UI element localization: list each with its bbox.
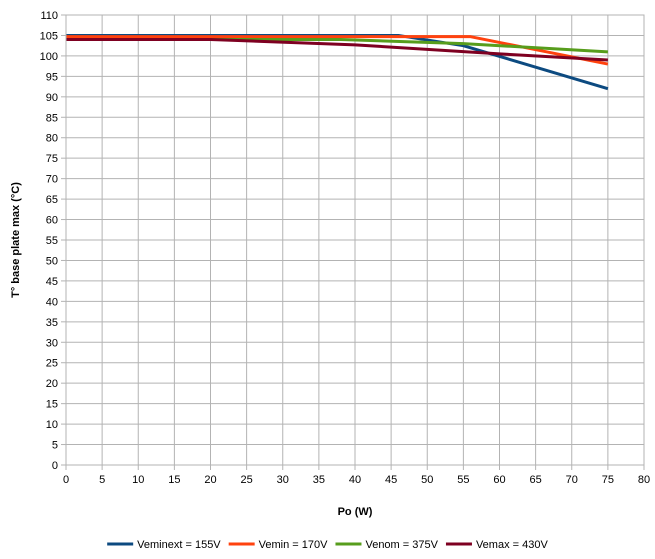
y-tick-label: 75 bbox=[46, 153, 58, 165]
x-tick-label: 15 bbox=[168, 474, 180, 486]
x-tick-label: 30 bbox=[277, 474, 289, 486]
y-tick-label: 10 bbox=[46, 419, 58, 431]
chart-legend: Veminext = 155V Vemin = 170V Venom = 375V V… bbox=[107, 539, 548, 551]
y-tick-label: 105 bbox=[40, 30, 58, 42]
x-tick-label: 35 bbox=[313, 474, 325, 486]
legend-item: Venom = 375V bbox=[335, 539, 439, 551]
y-tick-label: 25 bbox=[46, 358, 58, 370]
plot-area-border bbox=[65, 14, 645, 466]
y-tick-label: 35 bbox=[46, 317, 58, 329]
y-tick-label: 60 bbox=[46, 215, 58, 227]
chart-grid bbox=[61, 14, 645, 470]
series-line-4 bbox=[66, 38, 608, 62]
x-tick-label: 20 bbox=[204, 474, 216, 486]
y-tick-label: 0 bbox=[52, 460, 58, 472]
y-tick-label: 80 bbox=[46, 133, 58, 145]
y-tick-label: 110 bbox=[40, 10, 58, 22]
y-tick-label: 20 bbox=[46, 378, 58, 390]
x-tick-label: 5 bbox=[99, 474, 105, 486]
x-tick-label: 50 bbox=[421, 474, 433, 486]
legend-label: Vemax = 430V bbox=[476, 539, 549, 551]
y-tick-label: 100 bbox=[40, 51, 58, 63]
x-axis-tick-labels: 0 5 10 15 20 25 30 35 40 45 50 55 60 65 70 75 80 bbox=[63, 474, 650, 486]
x-tick-label: 40 bbox=[349, 474, 361, 486]
legend-item: Vemin = 170V bbox=[228, 539, 328, 551]
legend-label: Vemin = 170V bbox=[259, 539, 328, 551]
y-tick-label: 95 bbox=[46, 71, 58, 83]
x-tick-label: 60 bbox=[493, 474, 505, 486]
x-axis-title: Po (W) bbox=[338, 506, 373, 518]
x-tick-label: 55 bbox=[457, 474, 469, 486]
x-tick-label: 45 bbox=[385, 474, 397, 486]
y-tick-label: 45 bbox=[46, 276, 58, 288]
y-tick-label: 5 bbox=[52, 440, 58, 452]
legend-label: Veminext = 155V bbox=[137, 539, 221, 551]
y-axis-tick-labels: 0 5 10 15 20 25 30 35 40 45 50 55 60 65 70 75 80 85 90 95 10… bbox=[40, 10, 58, 472]
y-axis-title: T° base plate max (°C) bbox=[10, 182, 22, 298]
legend-item: Vemax = 430V bbox=[445, 539, 549, 551]
x-tick-label: 75 bbox=[602, 474, 614, 486]
chart-series bbox=[66, 33, 609, 91]
x-tick-label: 80 bbox=[638, 474, 650, 486]
x-tick-label: 65 bbox=[530, 474, 542, 486]
legend-label: Venom = 375V bbox=[365, 539, 438, 551]
x-tick-label: 25 bbox=[241, 474, 253, 486]
y-tick-label: 30 bbox=[46, 337, 58, 349]
legend-item: Veminext = 155V bbox=[107, 539, 221, 551]
x-tick-label: 70 bbox=[566, 474, 578, 486]
y-tick-label: 65 bbox=[46, 194, 58, 206]
y-tick-label: 85 bbox=[46, 112, 58, 124]
x-tick-label: 0 bbox=[63, 474, 69, 486]
y-tick-label: 70 bbox=[46, 174, 58, 186]
series-line-2 bbox=[66, 35, 609, 66]
y-tick-label: 40 bbox=[46, 296, 58, 308]
y-tick-label: 90 bbox=[46, 92, 58, 104]
y-tick-label: 50 bbox=[46, 255, 58, 267]
x-tick-label: 10 bbox=[132, 474, 144, 486]
y-tick-label: 15 bbox=[46, 399, 58, 411]
y-tick-label: 55 bbox=[46, 235, 58, 247]
